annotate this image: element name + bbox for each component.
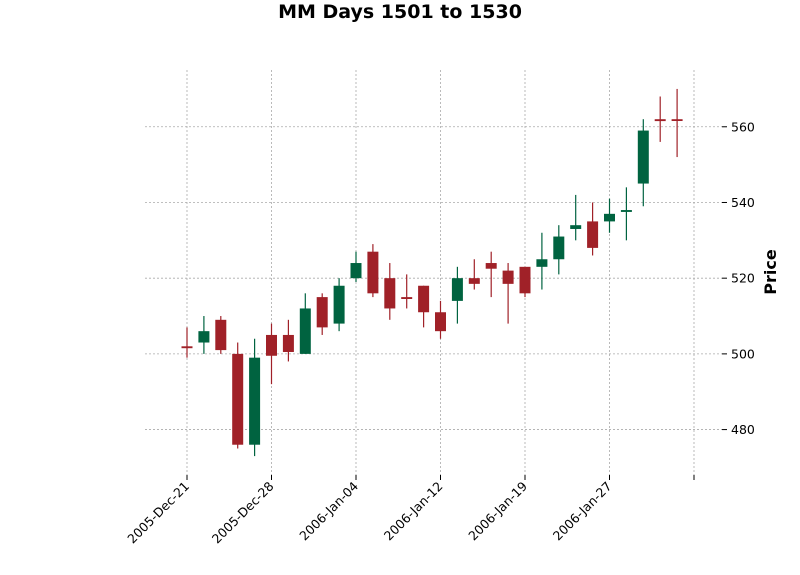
chart-title: MM Days 1501 to 1530 (278, 1, 522, 23)
candle-down (384, 263, 396, 320)
candle-body (232, 353, 244, 445)
candle-down (435, 300, 446, 339)
x-tick-label: 2006-Jan-19 (465, 478, 530, 543)
candle-up (536, 232, 548, 290)
y-tick-label: 500 (731, 346, 755, 361)
candle-body (367, 251, 379, 294)
candle-body (401, 297, 413, 299)
candle-down (418, 285, 430, 328)
candle-down (654, 96, 666, 142)
candle-body (468, 278, 480, 284)
y-tick-label: 520 (731, 271, 755, 286)
candle-body (299, 308, 311, 354)
candle-body (604, 213, 615, 222)
candle-down (282, 319, 294, 362)
candle-body (282, 334, 294, 352)
candle-body (435, 312, 446, 332)
candle-body (553, 236, 565, 260)
candle-down (232, 342, 244, 449)
candle-down (266, 323, 277, 385)
candle-down (587, 202, 599, 256)
candle-body (333, 285, 345, 324)
candle-body (451, 278, 463, 301)
candle-up (451, 266, 463, 324)
x-tick-label: 2006-Jan-12 (381, 479, 446, 544)
candle-body (519, 266, 531, 294)
candles (181, 88, 683, 457)
candle-body (316, 297, 328, 328)
candle-up (570, 194, 582, 241)
candle-down (367, 244, 379, 298)
candle-up (604, 198, 615, 233)
candle-body (620, 210, 632, 212)
candle-down (181, 327, 193, 358)
grid (145, 70, 722, 475)
candle-body (266, 334, 277, 356)
candle-body (654, 119, 666, 122)
candle-up (620, 187, 632, 241)
x-tick-label: 2005-Dec-21 (124, 479, 192, 547)
candle-body (637, 130, 649, 184)
candle-body (536, 259, 548, 267)
y-tick-label: 560 (731, 119, 755, 134)
candle-up (299, 293, 311, 354)
candle-body (384, 278, 396, 309)
y-axis-label: Price (761, 249, 780, 295)
candle-body (671, 119, 683, 122)
y-tick-label: 540 (731, 195, 755, 210)
candle-body (215, 319, 227, 351)
candle-body (570, 225, 582, 229)
candle-down (401, 274, 413, 309)
candle-body (198, 331, 210, 343)
candle-down (519, 266, 531, 298)
candle-down (502, 263, 514, 324)
candle-down (671, 88, 683, 158)
y-tick-label: 480 (731, 422, 755, 437)
x-tick-label: 2006-Jan-04 (296, 478, 361, 543)
candle-down (316, 293, 328, 335)
candle-down (215, 316, 227, 354)
x-tick-label: 2006-Jan-27 (550, 479, 615, 544)
candle-body (502, 270, 514, 284)
candle-up (198, 316, 210, 354)
candle-up (333, 278, 345, 332)
candle-body (350, 263, 362, 279)
candle-body (418, 285, 430, 313)
candle-up (637, 119, 649, 207)
candle-body (249, 357, 261, 445)
x-tick-label: 2005-Dec-28 (209, 478, 277, 546)
candle-up (553, 225, 565, 275)
candle-body (587, 221, 599, 248)
candle-down (468, 259, 480, 290)
candle-body (181, 346, 193, 349)
candle-down (485, 251, 497, 298)
candle-body (485, 263, 497, 269)
candle-up (350, 251, 362, 282)
candle-up (249, 338, 261, 457)
